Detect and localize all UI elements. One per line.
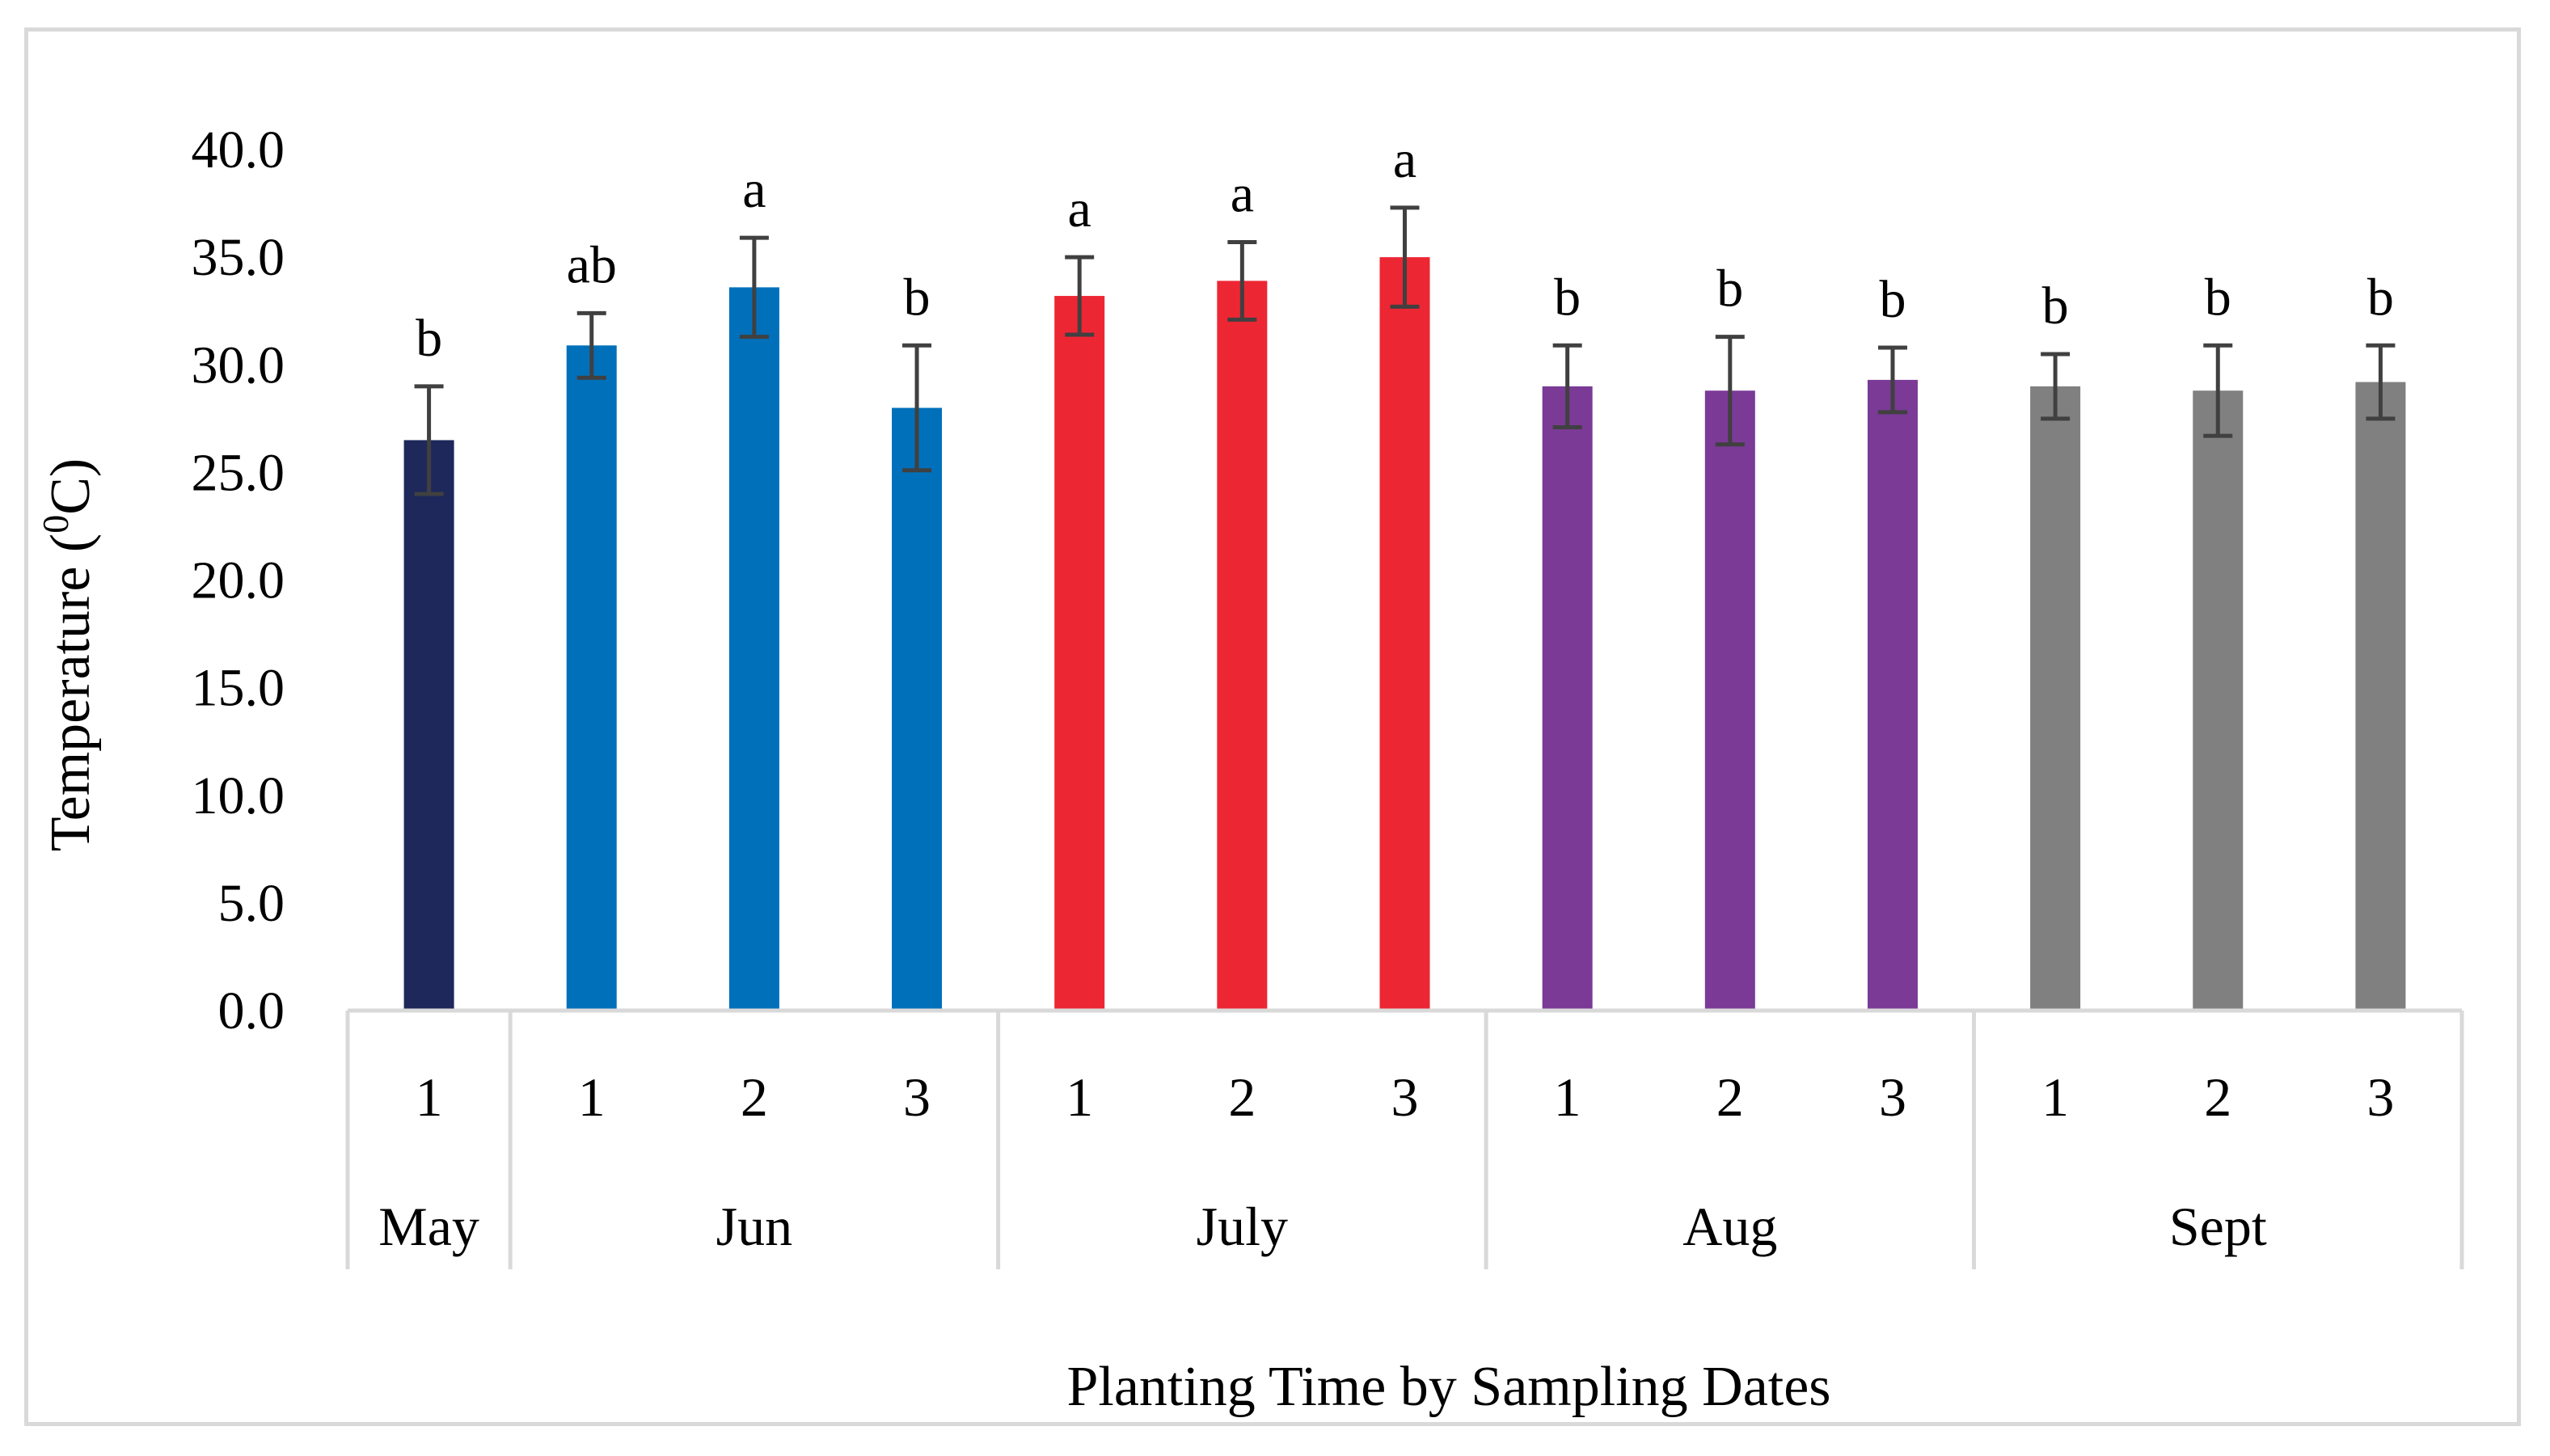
y-axis-title-tail: C) [40,458,102,515]
sampling-date-label: 3 [1391,1066,1419,1128]
category-axis: 1 May 1 2 3 Jun 1 2 3 July 1 2 3 Aug 1 2 3 Sept [345,1008,2464,1269]
y-tick-label-6: 30.0 [192,336,285,395]
y-axis-ticks: 0.0 5.0 10.0 15.0 20.0 25.0 30.0 35.0 40.0 [192,120,285,1040]
sampling-date-label: 2 [741,1066,768,1128]
bar-Sept-3 [2355,382,2406,1011]
y-axis-title-main: Temperature ( [40,534,102,851]
bar-Aug-1 [1542,386,1593,1011]
month-label-Sept: Sept [2169,1196,2267,1257]
sampling-date-label: 2 [1228,1066,1256,1128]
sampling-date-label: 2 [2204,1066,2231,1128]
sampling-date-label: 3 [903,1066,931,1128]
y-tick-label-5: 25.0 [192,443,285,502]
significance-label: b [1879,270,1906,329]
significance-label: b [2367,268,2394,327]
bar-Sept-1 [2030,386,2081,1011]
significance-label: b [904,268,931,327]
bar-Aug-2 [1704,390,1755,1011]
significance-label: a [1231,164,1254,223]
month-label-May: May [378,1196,479,1257]
bar-May-1 [403,440,454,1011]
significance-label: a [1393,130,1416,189]
significance-label: b [2042,276,2069,336]
significance-label: b [2205,268,2231,327]
significance-label: ab [567,235,617,294]
significance-label: a [1068,179,1091,238]
sampling-date-label: 3 [2366,1066,2394,1128]
bar-Jun-3 [892,407,943,1011]
sampling-date-label: 2 [1716,1066,1744,1128]
x-axis-title: Planting Time by Sampling Dates [1066,1356,1830,1418]
y-tick-label-2: 10.0 [192,766,285,825]
significance-label: b [1716,260,1743,319]
bar-Jun-2 [728,287,779,1011]
bar-Sept-2 [2193,390,2244,1011]
sampling-date-label: 1 [416,1066,443,1128]
y-axis-title: Temperature (0C) [35,458,102,851]
month-label-July: July [1197,1196,1288,1257]
bar-July-3 [1379,257,1430,1011]
sampling-date-label: 1 [578,1066,606,1128]
significance-label: b [1554,268,1581,327]
y-tick-label-0: 0.0 [218,981,285,1040]
month-label-Jun: Jun [716,1196,792,1257]
y-tick-label-4: 20.0 [192,551,285,610]
bar-Aug-3 [1867,379,1918,1011]
sampling-date-label: 1 [1066,1066,1093,1128]
significance-label: a [742,160,766,219]
y-tick-label-7: 35.0 [192,228,285,287]
sampling-date-label: 1 [2041,1066,2069,1128]
bar-July-2 [1217,281,1268,1011]
sampling-date-label: 3 [1879,1066,1906,1128]
y-tick-label-3: 15.0 [192,659,285,718]
sampling-date-label: 1 [1554,1066,1581,1128]
y-tick-label-8: 40.0 [192,120,285,179]
y-tick-label-1: 5.0 [218,874,285,933]
significance-label: b [416,309,442,368]
bar-Jun-1 [566,345,617,1011]
y-axis-title-superscript: 0 [35,515,76,534]
month-label-Aug: Aug [1682,1196,1777,1257]
bar-July-1 [1054,296,1105,1011]
